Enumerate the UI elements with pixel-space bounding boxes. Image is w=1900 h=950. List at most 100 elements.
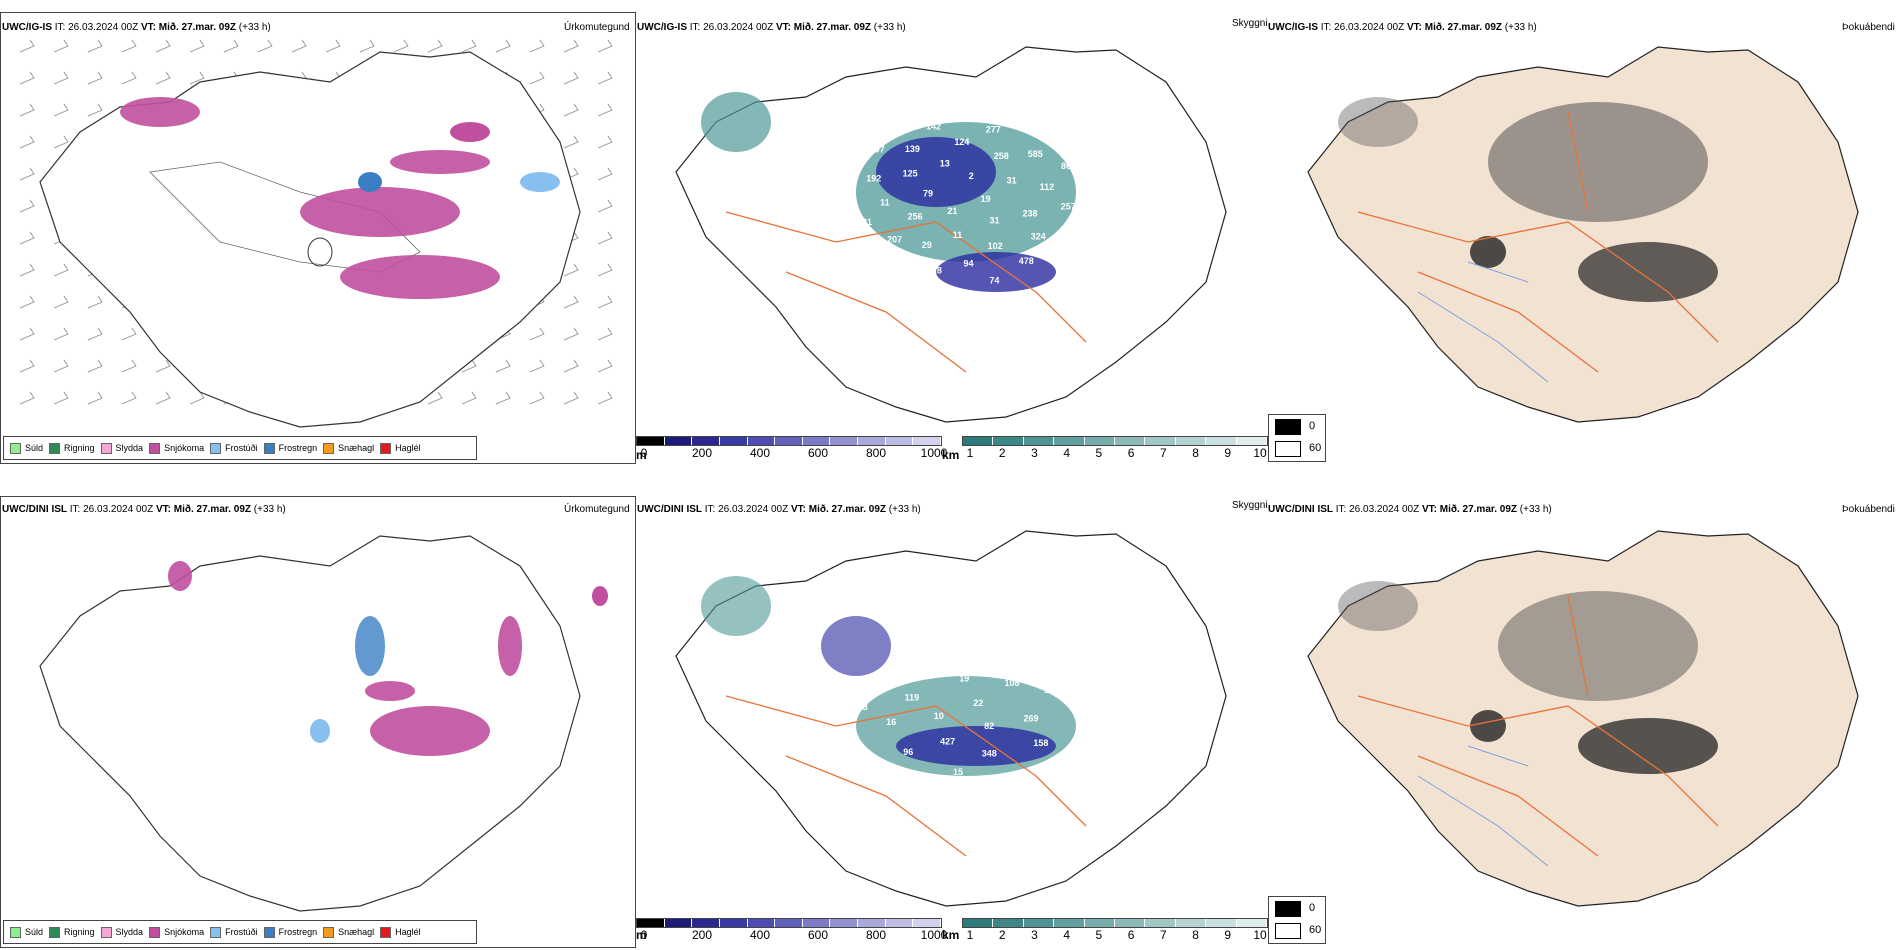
colorbar-tick: 1000 <box>920 928 948 942</box>
wind-barb <box>189 391 205 405</box>
legend-item: Snjókoma <box>149 926 204 938</box>
legend-item: Frostúði <box>210 442 258 454</box>
colorbar-cell <box>664 919 693 927</box>
unit-km-bottom: km <box>942 928 960 942</box>
wind-barb <box>155 359 171 373</box>
visibility-label: 86 <box>1061 161 1071 171</box>
visibility-label: 348 <box>982 749 997 759</box>
visibility-label: 277 <box>986 125 1001 135</box>
wind-barb <box>359 39 375 53</box>
wind-barb <box>53 359 69 373</box>
visibility-label: 147 <box>989 652 1004 662</box>
colorbar-tick: 0 <box>640 928 648 942</box>
legend-item: Frostúði <box>210 926 258 938</box>
wind-barb <box>121 391 137 405</box>
precip-map-top <box>19 39 613 428</box>
wind-barb <box>19 359 35 373</box>
visibility-label: 158 <box>942 637 957 647</box>
colorbar-cell <box>1145 437 1176 445</box>
visibility-label: 139 <box>905 144 920 154</box>
fog-swatch-0 <box>1275 901 1301 917</box>
visibility-label: 257 <box>1061 202 1076 212</box>
colorbar-cell <box>1175 437 1207 445</box>
colorbar-cell <box>692 437 720 445</box>
wind-barb <box>495 359 511 373</box>
wind-barb <box>19 199 35 213</box>
lead-time: (+33 h) <box>253 504 286 515</box>
colorbar-cell <box>1084 437 1116 445</box>
vt-label: VT: <box>1406 22 1422 33</box>
vt-value: Mið. 27.mar. 09Z <box>173 504 252 515</box>
wind-barb <box>19 135 35 149</box>
colorbar-tick: 1 <box>966 928 974 942</box>
visibility-label: 124 <box>954 137 969 147</box>
visibility-label: 90 <box>1030 650 1040 660</box>
fog-map-bottom <box>1307 530 1859 907</box>
visibility-title-bottom: Skyggni <box>1232 500 1268 511</box>
colorbar-tick: 8 <box>1192 928 1199 942</box>
wind-barb <box>87 391 103 405</box>
lead-time: (+33 h) <box>238 22 271 33</box>
wind-barb <box>529 327 545 341</box>
model-name: UWC/DINI ISL <box>637 504 702 515</box>
vt-label: VT: <box>140 22 156 33</box>
it-value: 26.03.2024 00Z <box>1334 22 1405 33</box>
legend-swatch <box>263 926 275 938</box>
wind-barb <box>155 39 171 53</box>
precip-map-bottom <box>39 535 608 912</box>
wind-barb <box>563 39 579 53</box>
visibility-label: 11 <box>953 230 963 240</box>
wind-barb <box>155 71 171 85</box>
visibility-label: 74 <box>989 275 999 285</box>
visibility-label: 238 <box>1023 208 1038 218</box>
legend-swatch <box>49 926 61 938</box>
legend-label: Slydda <box>115 443 144 453</box>
colorbar-cell <box>637 919 665 927</box>
visibility-label: 258 <box>994 151 1009 161</box>
wind-barb <box>121 359 137 373</box>
visibility-label: 108 <box>925 660 940 670</box>
colorbar-cell <box>1236 919 1268 927</box>
colorbar-cell <box>858 919 886 927</box>
wind-barb <box>427 39 443 53</box>
colorbar-cell <box>1084 919 1116 927</box>
wind-barb <box>597 103 613 117</box>
vis-scale-m-bottom: 0 200 400 600 800 1000 <box>636 918 947 942</box>
visibility-label: 31 <box>1007 176 1017 186</box>
colorbar-tick: 1 <box>966 446 974 460</box>
visibility-label: 207 <box>870 145 885 155</box>
colorbar-tick: 1000 <box>920 446 948 460</box>
colorbar-cell <box>692 919 720 927</box>
wind-barb <box>223 39 239 53</box>
visibility-label: 96 <box>903 747 913 757</box>
visibility-label: 94 <box>964 258 974 268</box>
vt-value: Mið. 27.mar. 09Z <box>808 504 887 515</box>
legend-item: Haglél <box>380 926 421 938</box>
colorbar-cell <box>1115 437 1146 445</box>
legend-label: Frostregn <box>278 443 318 453</box>
colorbar-cell <box>802 437 831 445</box>
legend-label: Súld <box>25 443 44 453</box>
lead-time: (+33 h) <box>888 504 921 515</box>
legend-swatch <box>210 442 222 454</box>
visibility-label: 107 <box>1066 229 1081 239</box>
wind-barb <box>529 71 545 85</box>
wind-barb <box>19 103 35 117</box>
header-top-left: UWC/IG-IS IT: 26.03.2024 00Z VT: Mið. 27… <box>2 22 271 33</box>
wind-barb <box>53 391 69 405</box>
header-bottom-mid: UWC/DINI ISL IT: 26.03.2024 00Z VT: Mið.… <box>637 504 921 515</box>
wind-barb <box>563 359 579 373</box>
wind-barb <box>53 135 69 149</box>
wind-barb <box>53 103 69 117</box>
colorbar-cell <box>1206 919 1237 927</box>
legend-label: Haglél <box>395 927 421 937</box>
legend-item: Slydda <box>100 926 143 938</box>
lead-time: (+33 h) <box>1519 504 1552 515</box>
panel-frame <box>0 12 636 464</box>
visibility-label: 128 <box>927 265 942 275</box>
wind-barb <box>529 391 545 405</box>
visibility-label: 118 <box>853 702 868 712</box>
wind-barb <box>87 359 103 373</box>
vt-value: Mið. 27.mar. 09Z <box>1439 504 1518 515</box>
colorbar-tick: 4 <box>1063 446 1070 460</box>
